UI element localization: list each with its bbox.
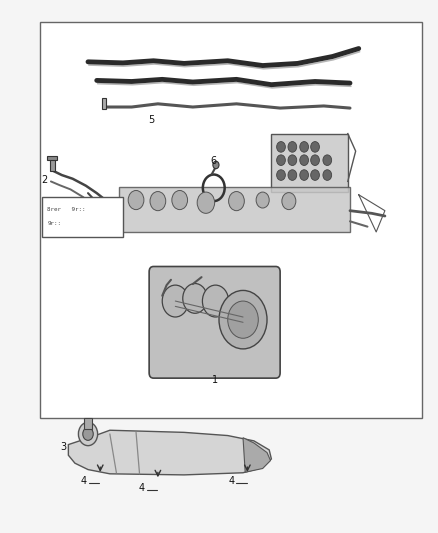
Text: 4: 4 [228,477,234,487]
Text: 8rer   9r::: 8rer 9r:: [47,207,86,213]
Circle shape [300,142,308,152]
Circle shape [288,142,297,152]
Circle shape [202,285,229,317]
Circle shape [183,284,207,313]
Bar [119,187,350,232]
Circle shape [277,155,286,165]
Polygon shape [68,430,272,475]
Circle shape [213,161,219,168]
Bar [272,134,348,192]
Text: 4: 4 [139,483,145,494]
Circle shape [300,155,308,165]
Bar [49,158,55,171]
Circle shape [78,422,98,446]
Circle shape [219,290,267,349]
Bar [42,197,123,237]
Bar [47,156,57,160]
Circle shape [323,155,332,165]
Circle shape [288,169,297,180]
Circle shape [277,142,286,152]
Text: 5: 5 [148,115,155,125]
Polygon shape [243,438,271,472]
Text: 6: 6 [211,156,217,166]
Circle shape [150,191,166,211]
Circle shape [323,169,332,180]
Circle shape [311,155,319,165]
Circle shape [288,155,297,165]
Text: 3: 3 [60,442,66,452]
Circle shape [311,169,319,180]
Text: 2: 2 [41,174,47,184]
Circle shape [115,221,120,227]
Circle shape [128,190,144,209]
Circle shape [83,427,93,440]
Text: 9r::: 9r:: [47,221,61,227]
Circle shape [311,142,319,152]
FancyBboxPatch shape [149,266,280,378]
Bar [102,98,106,109]
Circle shape [300,169,308,180]
Bar [40,22,422,418]
Text: 1: 1 [212,375,218,385]
Circle shape [282,192,296,209]
Circle shape [197,192,215,213]
Circle shape [162,285,188,317]
Circle shape [172,190,187,209]
Text: 4: 4 [81,477,87,487]
Circle shape [277,169,286,180]
Circle shape [229,191,244,211]
Circle shape [256,192,269,208]
Bar [84,418,92,429]
Circle shape [228,301,258,338]
